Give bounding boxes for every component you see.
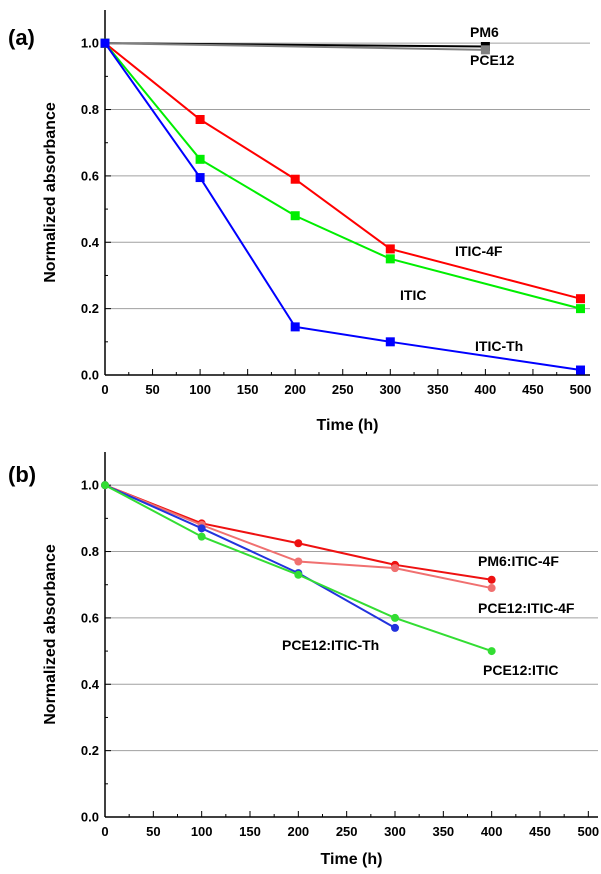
y-tick-label-b: 0.2 — [81, 743, 99, 758]
series-line-pce12-itic-th — [104, 484, 396, 629]
y-tick-label-a: 0.8 — [81, 102, 99, 117]
x-tick-label-b: 100 — [191, 824, 213, 839]
data-point-itic-4f — [575, 294, 585, 304]
data-point-itic-th — [195, 173, 205, 183]
x-tick-label-b: 50 — [146, 824, 160, 839]
series-label-pce12-itic: PCE12:ITIC — [483, 662, 558, 678]
series-line-itic-th — [104, 42, 581, 372]
data-point-pce12 — [480, 45, 490, 55]
x-tick-label-a: 400 — [475, 382, 497, 397]
data-point-pce12-itic — [197, 532, 206, 541]
y-axis-label-a: Normalized absorbance — [42, 102, 59, 283]
y-tick-label-b: 0.4 — [81, 677, 100, 692]
data-point-itic-th — [290, 322, 300, 332]
data-point-pce12-itic-4f — [294, 557, 303, 566]
x-tick-label-b: 500 — [577, 824, 599, 839]
x-tick-label-b: 350 — [432, 824, 454, 839]
data-point-pm6-itic-4f — [294, 539, 303, 548]
data-point-itic — [195, 154, 205, 164]
series-line-pm6-itic-4f — [104, 484, 492, 581]
x-tick-label-a: 200 — [284, 382, 306, 397]
chart-panel-a: 0.0 0.2 0.4 0.6 0.8 1.0 0 50 100 150 200 250 300 350 4… — [8, 10, 591, 434]
data-point-pce12-itic — [294, 570, 303, 579]
x-tick-label-b: 400 — [481, 824, 503, 839]
data-point-itic — [385, 254, 395, 264]
data-point-pce12-itic — [101, 481, 109, 490]
panel-label-a: (a) — [8, 25, 35, 50]
y-tick-label-b: 0.0 — [81, 810, 99, 825]
data-point-itic — [290, 211, 300, 221]
data-point-itic-4f — [290, 174, 300, 184]
x-tick-label-a: 0 — [101, 382, 108, 397]
x-tick-label-a: 450 — [522, 382, 544, 397]
x-tick-label-a: 250 — [332, 382, 354, 397]
chart-panel-b: 0.0 0.2 0.4 0.6 0.8 1.0 0 50 100 150 200 250 300 350 4… — [8, 452, 599, 868]
data-point-pce12-itic — [487, 647, 496, 656]
x-tick-label-a: 350 — [427, 382, 449, 397]
series-label-pce12-itic-th: PCE12:ITIC-Th — [282, 637, 379, 653]
y-tick-label-b: 0.6 — [81, 610, 99, 625]
y-tick-label-a: 0.0 — [81, 368, 99, 383]
x-tick-label-a: 500 — [570, 382, 592, 397]
data-point-itic-4f — [195, 115, 205, 124]
data-point-itic-th — [385, 337, 395, 347]
data-point-pce12-itic-th — [197, 524, 206, 533]
x-tick-label-a: 150 — [237, 382, 259, 397]
x-tick-label-b: 250 — [336, 824, 358, 839]
series-label-itic-th: ITIC-Th — [475, 338, 523, 354]
y-axis-label-b: Normalized absorbance — [42, 544, 59, 725]
y-tick-label-b: 1.0 — [81, 478, 99, 493]
series-label-itic-4f: ITIC-4F — [455, 243, 503, 259]
data-point-pce12-itic-4f — [487, 584, 496, 593]
x-axis-label-b: Time (h) — [321, 851, 383, 868]
series-label-pm6-itic-4f: PM6:ITIC-4F — [478, 553, 559, 569]
y-tick-label-a: 0.2 — [81, 301, 99, 316]
data-point-pce12-itic — [391, 613, 399, 622]
x-tick-label-b: 200 — [287, 824, 309, 839]
data-point-pce12-itic-th — [391, 623, 399, 632]
x-tick-label-a: 100 — [189, 382, 211, 397]
y-tick-label-a: 1.0 — [81, 36, 99, 51]
x-tick-label-b: 300 — [384, 824, 406, 839]
data-point-itic-4f — [385, 244, 395, 254]
data-point-pce12-itic-4f — [391, 564, 399, 573]
x-tick-label-a: 300 — [379, 382, 401, 397]
series-label-itic: ITIC — [400, 287, 426, 303]
y-tick-label-b: 0.8 — [81, 544, 99, 559]
series-label-pm6: PM6 — [470, 24, 499, 40]
x-tick-label-a: 50 — [145, 382, 159, 397]
data-point-pm6-itic-4f — [487, 575, 496, 584]
x-tick-label-b: 450 — [529, 824, 551, 839]
series-line-itic-4f — [104, 42, 581, 300]
series-label-pce12: PCE12 — [470, 52, 515, 68]
y-tick-label-a: 0.6 — [81, 168, 99, 183]
series-label-pce12-itic-4f: PCE12:ITIC-4F — [478, 600, 575, 616]
data-point-itic — [575, 304, 585, 314]
data-point-itic-th — [575, 365, 585, 375]
x-tick-label-b: 150 — [239, 824, 261, 839]
x-axis-label-a: Time (h) — [317, 417, 379, 434]
data-point-itic-th — [100, 38, 110, 48]
y-tick-label-a: 0.4 — [81, 235, 100, 250]
series-line-pce12 — [104, 42, 486, 51]
x-tick-label-b: 0 — [101, 824, 108, 839]
panel-label-b: (b) — [8, 462, 36, 487]
